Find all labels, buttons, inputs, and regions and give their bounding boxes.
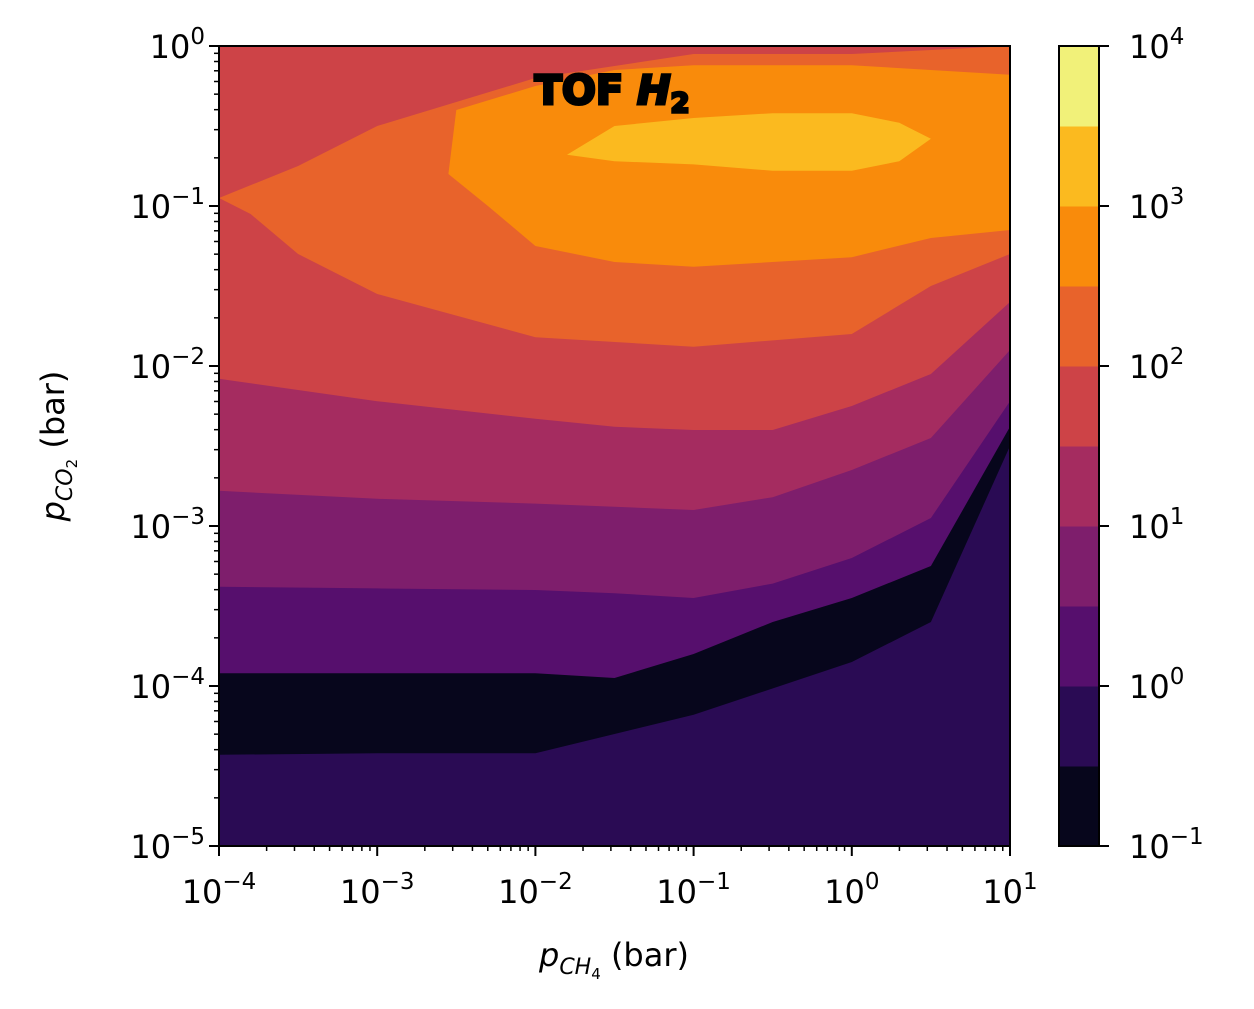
colorbar-frame xyxy=(1058,45,1100,847)
y-axis-label-var: p xyxy=(34,501,72,522)
x-tick-label: 10−3 xyxy=(340,869,415,911)
y-axis-label-sub: CO xyxy=(53,468,78,501)
chart-title-species: H xyxy=(637,68,670,114)
y-axis-label-subsub: 2 xyxy=(63,459,81,469)
colorbar-ticks xyxy=(1099,45,1109,847)
colorbar-tick-labels: 10−1 100 101 102 103 104 xyxy=(1129,24,1204,866)
x-tick-label: 10−1 xyxy=(656,869,731,911)
colorbar-level-5 xyxy=(1059,366,1099,447)
x-axis-label-unit: (bar) xyxy=(601,936,689,974)
x-tick-label: 101 xyxy=(982,869,1037,911)
plot-area xyxy=(219,46,1010,846)
colorbar-tick-label: 102 xyxy=(1129,344,1184,386)
x-tick-label: 10−4 xyxy=(182,869,257,911)
contour-region-level-8 xyxy=(567,113,931,171)
x-axis-label-var: p xyxy=(538,936,559,974)
colorbar: 10−1 100 101 102 103 104 xyxy=(1058,24,1204,866)
colorbar-level-3 xyxy=(1059,526,1099,607)
y-axis-tick-labels: 10−5 10−4 10−3 10−2 10−1 100 xyxy=(130,24,205,866)
contour-region-level-1 xyxy=(219,446,1010,846)
x-tick-label: 100 xyxy=(824,869,879,911)
x-tick-label: 10−2 xyxy=(498,869,573,911)
colorbar-level-7 xyxy=(1059,206,1099,287)
colorbar-tick-label: 100 xyxy=(1129,664,1184,706)
x-axis-tick-labels: 10−4 10−3 10−2 10−1 100 101 xyxy=(182,869,1038,911)
y-axis-label: pCO2 (bar) xyxy=(34,371,81,523)
y-tick-label: 10−3 xyxy=(130,504,205,546)
x-axis-label-sub: CH xyxy=(559,955,591,980)
colorbar-tick-label: 101 xyxy=(1129,504,1184,546)
chart-title-base: TOF xyxy=(535,68,638,114)
x-axis-ticks xyxy=(218,846,1011,856)
colorbar-level-1 xyxy=(1059,686,1099,767)
contour-fills xyxy=(219,46,1010,846)
chart-title-subscript: 2 xyxy=(671,88,690,119)
x-axis-label-subsub: 4 xyxy=(591,965,601,983)
colorbar-tick-label: 104 xyxy=(1129,24,1184,66)
x-axis-label: pCH4 (bar) xyxy=(538,936,689,983)
y-tick-label: 100 xyxy=(150,24,205,66)
colorbar-level-9 xyxy=(1059,46,1099,127)
y-tick-label: 10−1 xyxy=(130,184,205,226)
colorbar-level-8 xyxy=(1059,126,1099,207)
y-axis-label-unit: (bar) xyxy=(34,371,72,459)
y-tick-label: 10−4 xyxy=(130,664,205,706)
colorbar-level-0 xyxy=(1059,766,1099,847)
colorbar-level-4 xyxy=(1059,446,1099,527)
colorbar-tick-label: 10−1 xyxy=(1129,824,1204,866)
plot-frame xyxy=(218,45,1011,847)
y-axis-ticks xyxy=(209,45,219,847)
y-tick-label: 10−5 xyxy=(130,824,205,866)
chart-title: TOF H2 xyxy=(535,68,690,119)
colorbar-tick-label: 103 xyxy=(1129,184,1184,226)
colorbar-level-2 xyxy=(1059,606,1099,687)
colorbar-level-6 xyxy=(1059,286,1099,367)
y-tick-label: 10−2 xyxy=(130,344,205,386)
colorbar-levels xyxy=(1059,46,1099,847)
